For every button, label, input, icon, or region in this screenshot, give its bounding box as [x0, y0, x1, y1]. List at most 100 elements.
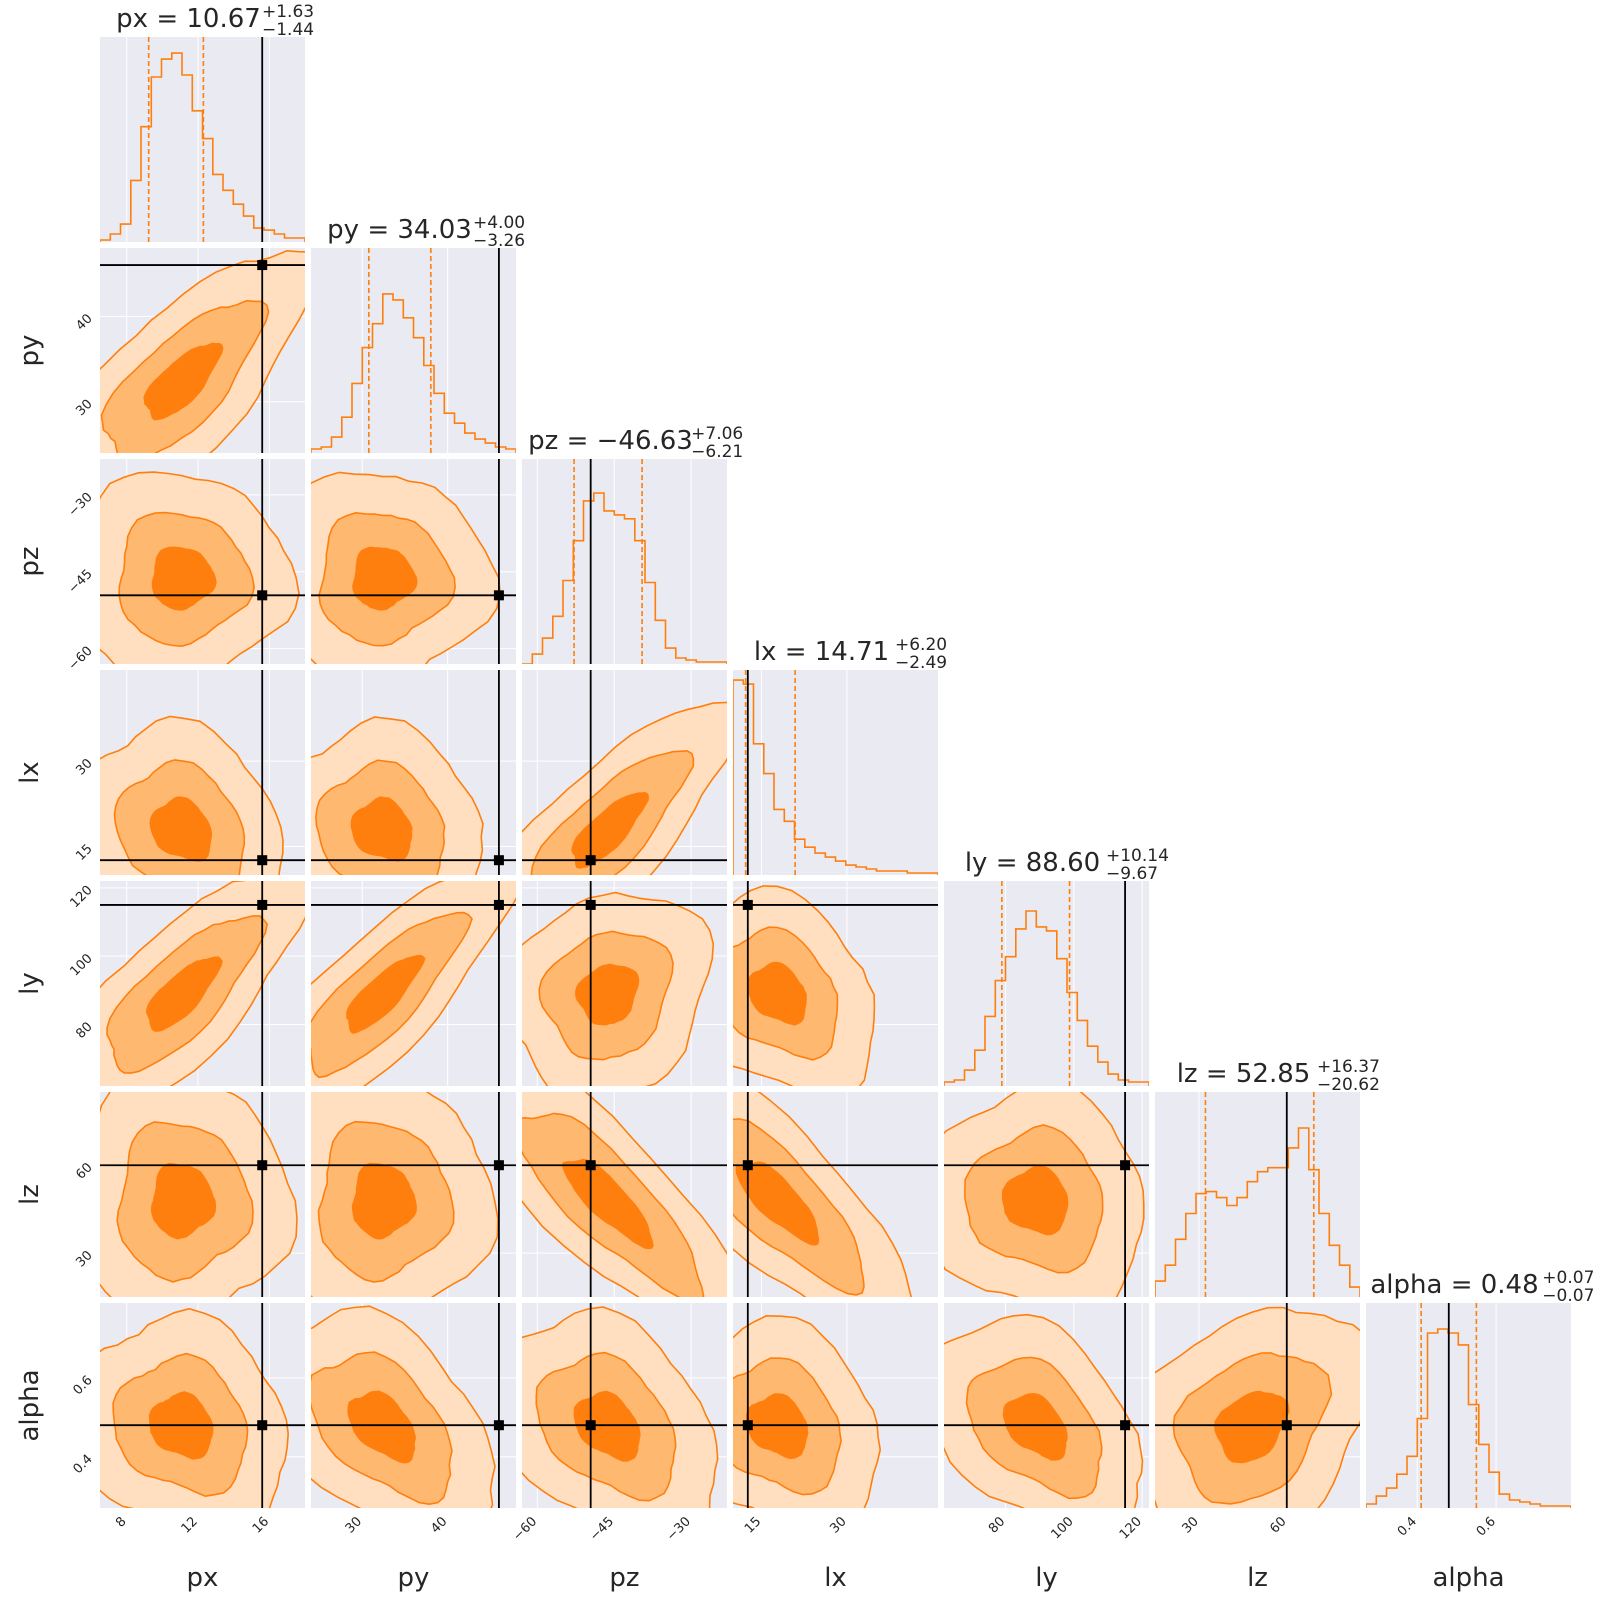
truth-marker: [257, 260, 268, 271]
hist-panel-ly: [944, 881, 1149, 1086]
title-main: ly = 88.60: [965, 848, 1100, 878]
title-plus: +10.14: [1106, 846, 1169, 866]
x-axis-label-lx: lx: [824, 1563, 847, 1593]
panel-pz-vs-px: [100, 459, 305, 664]
truth-marker: [742, 1420, 753, 1431]
panel-alpha-vs-lx: [733, 1303, 938, 1508]
y-tick-label-alpha: 0.4: [70, 1452, 95, 1477]
contour-inner: [351, 1162, 417, 1240]
truth-marker: [257, 1420, 268, 1431]
hist-panel-alpha: [1366, 1303, 1571, 1508]
title-main: pz = −46.63: [528, 426, 693, 456]
title-plus: +16.37: [1317, 1057, 1380, 1077]
hist-panel-lz: [1155, 1092, 1360, 1297]
y-tick-label-ly: 120: [67, 883, 95, 911]
x-tick-label-ly: 100: [1048, 1514, 1076, 1542]
contour-inner: [149, 796, 212, 862]
contour-inner: [150, 1162, 217, 1240]
title-plus: +6.20: [895, 635, 947, 655]
title-minus: −2.49: [895, 653, 947, 673]
panel-alpha-vs-py: [311, 1303, 516, 1508]
x-axis-label-lz: lz: [1247, 1563, 1268, 1593]
panel-lx-vs-py: [311, 670, 516, 875]
x-axis-label-py: py: [398, 1563, 430, 1593]
truth-marker: [493, 1420, 504, 1431]
y-tick-label-ly: 100: [67, 951, 95, 979]
y-tick-label-pz: −45: [66, 567, 96, 597]
corner-labels: px = 10.67 +1.63−1.44 py = 34.03 +4.00−3.26…: [15, 2, 1594, 1593]
panel-ly-vs-lx: [733, 881, 938, 1086]
histogram-lz: [1155, 1127, 1360, 1297]
truth-marker: [1120, 1420, 1131, 1431]
x-axis-label-alpha: alpha: [1432, 1563, 1504, 1593]
x-axis-label-ly: ly: [1035, 1563, 1058, 1593]
contour-inner: [1213, 1390, 1290, 1464]
title-plus: +4.00: [473, 213, 525, 233]
y-tick-label-pz: −60: [66, 644, 96, 674]
panel-py-vs-px: [100, 248, 305, 453]
histogram-py: [311, 293, 516, 453]
x-tick-label-py: 40: [428, 1514, 450, 1536]
x-tick-label-ly: 120: [1117, 1514, 1145, 1542]
truth-marker: [742, 899, 753, 910]
panel-alpha-vs-lz: [1155, 1303, 1360, 1508]
hist-panel-pz: [522, 459, 727, 664]
x-tick-label-lz: 30: [1179, 1514, 1201, 1536]
x-tick-label-px: 8: [113, 1514, 129, 1530]
panel-lz-vs-lx: [733, 1092, 938, 1297]
title-minus: −0.07: [1542, 1286, 1594, 1306]
x-tick-label-ly: 80: [986, 1514, 1008, 1536]
y-tick-label-lz: 30: [73, 1248, 95, 1270]
title-lz: lz = 52.85 +16.37−20.62: [1177, 1057, 1380, 1095]
contour-inner: [350, 796, 413, 862]
contour-inner: [143, 342, 224, 421]
panel-background: [522, 459, 727, 664]
contour-inner: [747, 961, 807, 1026]
panel-ly-vs-px: [100, 881, 305, 1086]
y-tick-label-lz: 60: [73, 1160, 95, 1182]
title-plus: +0.07: [1542, 1268, 1594, 1288]
histogram-alpha: [1366, 1328, 1571, 1508]
contour-inner: [1002, 1392, 1068, 1461]
y-tick-label-py: 40: [73, 311, 95, 333]
panel-lx-vs-px: [100, 670, 305, 875]
x-tick-label-lx: 30: [827, 1514, 849, 1536]
y-axis-label-lz: lz: [15, 1184, 45, 1205]
panel-background: [1155, 1092, 1360, 1297]
panel-background: [944, 881, 1149, 1086]
panel-background: [311, 248, 516, 453]
title-main: py = 34.03: [327, 215, 472, 245]
histogram-px: [100, 52, 305, 242]
hist-panel-py: [311, 248, 516, 453]
contour-inner: [146, 956, 223, 1032]
title-main: lx = 14.71: [754, 637, 889, 667]
histogram-ly: [944, 910, 1149, 1086]
panel-lz-vs-pz: [522, 1092, 727, 1297]
truth-marker: [1120, 1160, 1131, 1171]
x-tick-label-alpha: 0.6: [1474, 1514, 1499, 1539]
x-axis-label-pz: pz: [609, 1563, 639, 1593]
panel-lx-vs-pz: [522, 670, 727, 875]
title-minus: −20.62: [1317, 1075, 1380, 1095]
truth-marker: [493, 1160, 504, 1171]
x-tick-label-pz: −30: [664, 1514, 694, 1544]
truth-marker: [493, 590, 504, 601]
title-minus: −6.21: [691, 442, 743, 462]
panel-alpha-vs-px: [100, 1303, 305, 1508]
truth-marker: [585, 1420, 596, 1431]
y-axis-label-ly: ly: [15, 972, 45, 995]
histogram-lx: [733, 679, 938, 875]
truth-marker: [493, 855, 504, 866]
title-py: py = 34.03 +4.00−3.26: [327, 213, 525, 251]
title-lx: lx = 14.71 +6.20−2.49: [754, 635, 947, 673]
y-tick-label-ly: 80: [73, 1020, 95, 1042]
title-ly: ly = 88.60 +10.14−9.67: [965, 846, 1169, 884]
truth-marker: [742, 1160, 753, 1171]
truth-marker: [1281, 1420, 1292, 1431]
title-minus: −9.67: [1106, 864, 1158, 884]
panel-alpha-vs-ly: [944, 1303, 1149, 1508]
x-axis-label-px: px: [187, 1563, 219, 1593]
truth-marker: [257, 590, 268, 601]
title-plus: +7.06: [691, 424, 743, 444]
x-tick-label-lx: 15: [742, 1514, 764, 1536]
